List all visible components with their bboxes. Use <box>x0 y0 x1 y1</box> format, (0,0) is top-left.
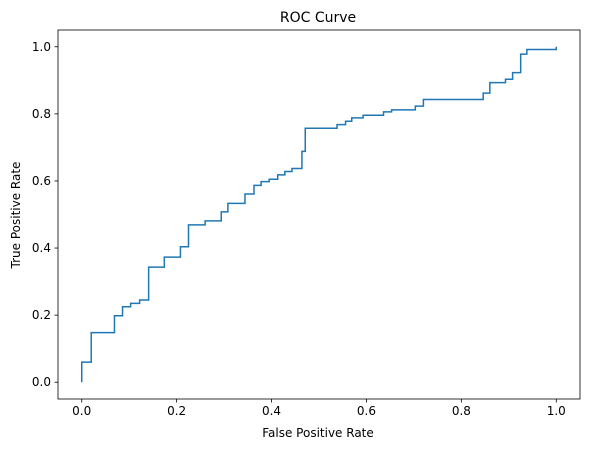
y-tick-label: 0.2 <box>32 308 51 322</box>
x-axis-label: False Positive Rate <box>262 426 374 440</box>
y-axis-label: True Positive Rate <box>9 162 23 270</box>
roc-curve-line <box>80 46 558 383</box>
y-tick-label: 0.8 <box>32 107 51 121</box>
chart-title: ROC Curve <box>280 10 356 26</box>
x-tick-label: 0.6 <box>357 404 376 418</box>
x-tick-label: 0.8 <box>452 404 471 418</box>
y-tick-label: 0.4 <box>32 241 51 255</box>
y-tick-label: 1.0 <box>32 40 51 54</box>
x-tick-label: 0.2 <box>167 404 186 418</box>
axes-frame <box>57 29 581 400</box>
x-tick-label: 1.0 <box>547 404 566 418</box>
y-tick-label: 0.0 <box>32 375 51 389</box>
x-tick-label: 0.0 <box>72 404 91 418</box>
y-tick-label: 0.6 <box>32 174 51 188</box>
x-tick-label: 0.4 <box>262 404 281 418</box>
plot-area: 0.0 0.2 0.4 0.6 0.8 1.0 0.0 0.2 0.4 0.6 0.8 1.0 <box>32 29 581 418</box>
